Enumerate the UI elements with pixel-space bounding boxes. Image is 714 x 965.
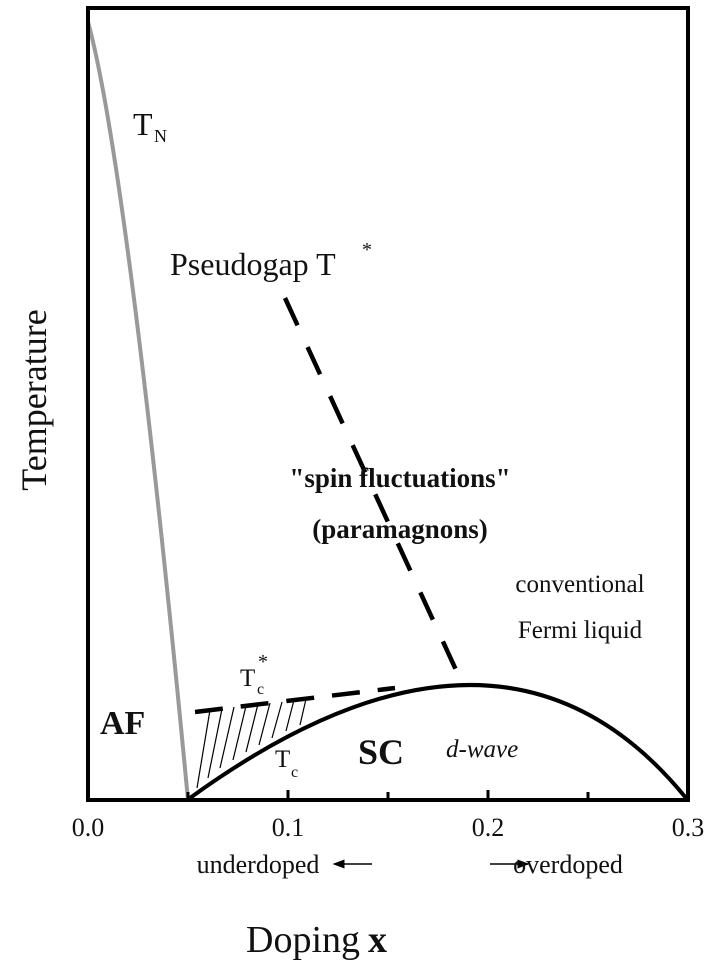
pseudogap-line <box>282 297 465 684</box>
neel-curve <box>86 21 190 801</box>
tn-label: T <box>133 106 153 142</box>
x-tick-label: 0.2 <box>472 813 505 842</box>
pseudogap-sup: * <box>362 239 372 261</box>
conventional-label: conventional <box>515 571 644 598</box>
underdoped-label: underdoped <box>197 850 320 879</box>
pseudogap-label: Pseudogap T <box>170 246 336 282</box>
af-label: AF <box>100 705 145 742</box>
x-axis-label: Doping <box>246 919 360 961</box>
x-tick-label: 0.1 <box>272 813 305 842</box>
tcstar-label: T <box>240 665 255 692</box>
tcstar-sup: * <box>258 651 268 673</box>
x-axis-symbol: x <box>368 919 387 961</box>
tc-sub: c <box>291 764 298 781</box>
sc-dome <box>188 683 688 800</box>
x-tick-label: 0.0 <box>72 813 105 842</box>
overdoped-label: overdoped <box>513 850 623 879</box>
tcstar-sub: c <box>257 681 264 698</box>
sc-label: SC <box>358 732 404 772</box>
paramagnons-label: (paramagnons) <box>312 514 488 544</box>
tc-label: T <box>275 746 290 773</box>
spin-label: "spin fluctuations" <box>289 463 510 493</box>
tc-star-line <box>194 685 396 715</box>
y-axis-label: Temperature <box>14 309 54 490</box>
x-tick-label: 0.3 <box>672 813 705 842</box>
fermi-label: Fermi liquid <box>518 617 643 644</box>
tn-sub: N <box>154 126 167 146</box>
dwave-label: d-wave <box>446 736 518 763</box>
hatching <box>196 698 307 789</box>
